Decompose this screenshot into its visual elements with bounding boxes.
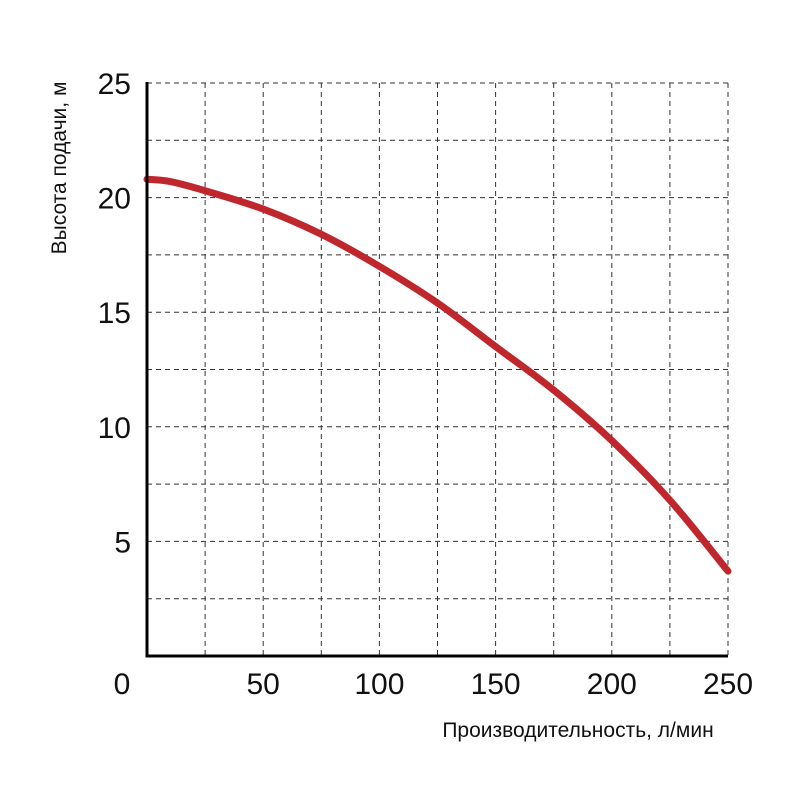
y-tick-label: 10 (98, 412, 131, 445)
y-tick-label: 15 (98, 297, 131, 330)
tick-labels: 0 50 100 150 200 250 5 10 15 20 25 (98, 68, 753, 701)
curve-layer (143, 175, 732, 575)
x-tick-label: 50 (247, 668, 280, 701)
axes (145, 82, 728, 658)
grid (147, 82, 729, 656)
x-tick-label: 0 (114, 668, 131, 701)
x-tick-label: 200 (587, 668, 637, 701)
performance-curve-line (143, 175, 732, 575)
x-tick-label: 150 (471, 668, 521, 701)
y-axis-title: Высота подачи, м (48, 82, 71, 255)
x-tick-label: 250 (703, 668, 753, 701)
x-axis-title: Производительность, л/мин (442, 719, 713, 742)
y-tick-label: 5 (114, 526, 131, 559)
y-tick-label: 25 (98, 68, 131, 101)
y-tick-label: 20 (98, 183, 131, 216)
x-tick-label: 100 (354, 668, 404, 701)
